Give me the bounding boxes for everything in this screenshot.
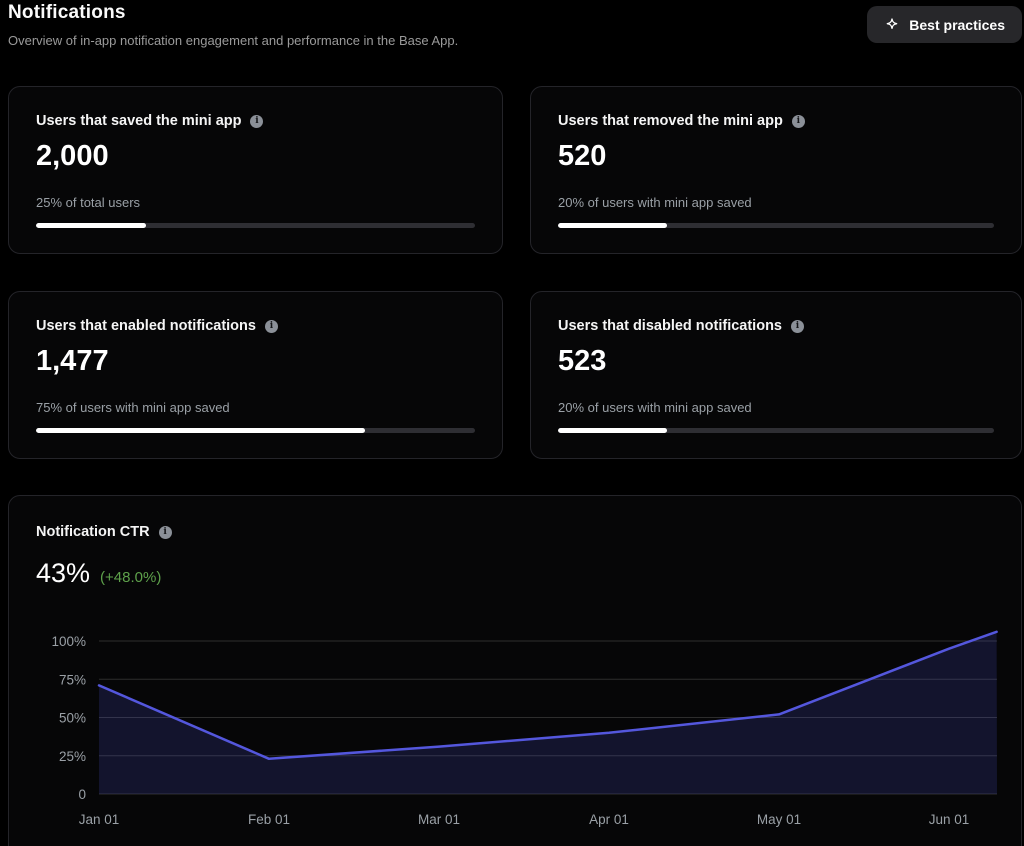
- card-title: Users that disabled notifications: [558, 318, 782, 334]
- y-axis-tick-label: 100%: [51, 634, 86, 649]
- card-value: 523: [558, 345, 607, 377]
- best-practices-label: Best practices: [909, 16, 1005, 33]
- metric-cards-grid: Users that saved the mini app 2,000 25% …: [8, 86, 1022, 459]
- card-users-removed: Users that removed the mini app 520 20% …: [530, 86, 1022, 254]
- card-subtitle: 20% of users with mini app saved: [558, 400, 752, 415]
- ctr-area-chart[interactable]: 100% 75% 50% 25% 0 Jan 01 Feb 01 Mar 01 Apr 01 Ma…: [9, 496, 1023, 846]
- chart-value: 43%: [36, 558, 91, 588]
- card-value: 1,477: [36, 345, 109, 377]
- chart-delta-badge: (+48.0%): [100, 569, 162, 586]
- card-value: 2,000: [36, 140, 109, 172]
- info-icon[interactable]: [264, 319, 278, 333]
- card-title-row: Users that removed the mini app: [558, 113, 994, 129]
- chart-title: Notification CTR: [36, 524, 150, 540]
- card-value: 520: [558, 140, 607, 172]
- best-practices-button[interactable]: Best practices: [867, 6, 1022, 43]
- card-users-saved: Users that saved the mini app 2,000 25% …: [8, 86, 503, 254]
- card-subtitle: 75% of users with mini app saved: [36, 400, 230, 415]
- x-axis-tick-label: Apr 01: [589, 812, 629, 827]
- card-notifications-disabled: Users that disabled notifications 523 20…: [530, 291, 1022, 459]
- progress-bar-fill: [558, 223, 667, 228]
- info-icon[interactable]: [158, 525, 172, 539]
- y-axis-tick-label: 25%: [59, 749, 86, 764]
- x-axis-tick-label: Mar 01: [418, 812, 460, 827]
- progress-bar-track: [558, 223, 994, 228]
- progress-bar-track: [558, 428, 994, 433]
- sparkle-icon: [884, 17, 900, 33]
- page-subtitle: Overview of in-app notification engageme…: [8, 33, 459, 48]
- info-icon[interactable]: [791, 114, 805, 128]
- card-title: Users that enabled notifications: [36, 318, 256, 334]
- notification-ctr-card: Notification CTR 43% (+48.0%) 100% 75% 50%…: [8, 495, 1022, 846]
- progress-bar-fill: [36, 223, 146, 228]
- chart-value-row: 43% (+48.0%): [36, 558, 994, 589]
- y-axis-tick-label: 50%: [59, 711, 86, 726]
- x-axis-tick-label: Jun 01: [929, 812, 970, 827]
- card-title-row: Users that saved the mini app: [36, 113, 475, 129]
- progress-bar-track: [36, 428, 475, 433]
- card-subtitle: 20% of users with mini app saved: [558, 195, 752, 210]
- card-title: Users that saved the mini app: [36, 113, 242, 129]
- ctr-area-fill: [99, 631, 997, 794]
- chart-title-row: Notification CTR: [36, 524, 994, 540]
- card-subtitle: 25% of total users: [36, 195, 141, 210]
- info-icon[interactable]: [791, 319, 804, 333]
- card-title: Users that removed the mini app: [558, 113, 783, 129]
- y-axis-tick-label: 75%: [59, 672, 86, 687]
- card-title-row: Users that enabled notifications: [36, 318, 475, 334]
- x-axis-tick-label: Jan 01: [79, 812, 120, 827]
- ctr-line-series: [97, 630, 998, 761]
- progress-bar-track: [36, 223, 475, 228]
- x-axis-tick-label: Feb 01: [248, 812, 290, 827]
- card-notifications-enabled: Users that enabled notifications 1,477 7…: [8, 291, 503, 459]
- y-axis-tick-label: 0: [78, 787, 86, 802]
- page-header: Notifications Overview of in-app notific…: [8, 2, 1024, 48]
- page-title: Notifications: [8, 2, 126, 23]
- info-icon[interactable]: [250, 114, 264, 128]
- card-title-row: Users that disabled notifications: [558, 318, 994, 334]
- x-axis-tick-label: May 01: [757, 812, 801, 827]
- progress-bar-fill: [36, 428, 366, 433]
- progress-bar-fill: [558, 428, 667, 433]
